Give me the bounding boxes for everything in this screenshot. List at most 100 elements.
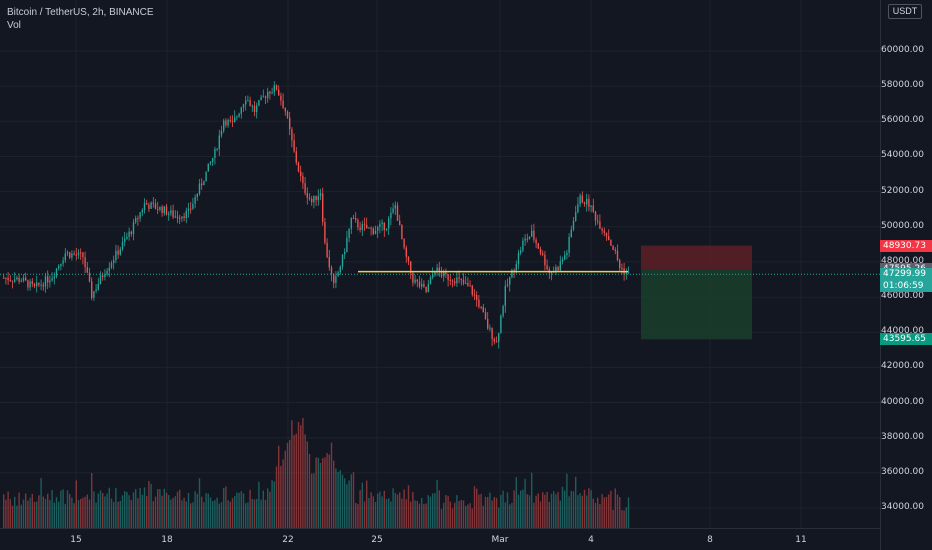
volume-bar [610,490,612,528]
candle-body [289,117,291,130]
candle-body [121,241,124,250]
volume-bar [242,493,245,528]
volume-bar [412,491,414,528]
volume-bar [137,498,139,528]
volume-bar [286,442,289,528]
candle-body [473,294,476,296]
candle-body [489,327,491,329]
volume-bar [502,490,504,528]
volume-bar [91,473,93,528]
candle-body [460,278,462,280]
candle-body [229,119,231,121]
volume-bar [383,490,385,528]
volume-bar [267,488,269,528]
volume-bar [170,499,172,528]
volume-bar [399,492,401,528]
symbol-title[interactable]: Bitcoin / TetherUS, 2h, BINANCE [7,7,154,18]
volume-bar [599,503,601,528]
candle-body [515,264,517,272]
candle-body [163,206,165,214]
candle-body [434,272,436,275]
volume-bar [187,492,190,528]
volume-bar [583,489,586,528]
stop-price-label[interactable]: 48930.73 [880,239,932,252]
volume-bars [3,417,630,528]
candle-body [370,227,372,229]
volume-bar [152,501,154,528]
volume-bar [590,490,592,528]
candle-body [29,281,31,288]
volume-bar [478,494,480,528]
candle-body [174,216,176,218]
volume-bar [229,501,231,528]
candle-body [509,277,511,285]
volume-bar [295,433,297,528]
volume-bar [161,495,163,528]
volume-bar [346,484,348,528]
volume-bar [163,488,165,528]
volume-bar [372,496,374,528]
volume-bar [16,505,18,528]
candle-body [132,222,135,234]
volume-legend[interactable]: Vol [7,20,21,31]
volume-bar [359,490,361,528]
volume-bar [531,472,533,528]
price-tick-label: 54000.00 [881,150,924,161]
candle-body [462,279,465,284]
candle-body [524,238,526,241]
candle-body [605,232,608,237]
candle-body [260,96,262,101]
candle-body [506,284,509,286]
volume-bar [205,493,207,528]
candle-body [454,281,456,284]
candle-body [196,193,198,197]
volume-bar [548,501,550,528]
candle-body [126,236,128,239]
candle-body [49,280,51,283]
chart-legend[interactable]: Bitcoin / TetherUS, 2h, BINANCE Vol [7,6,154,32]
volume-bar [355,502,357,528]
volume-bar [520,490,522,528]
volume-bar [603,497,605,528]
volume-bar [203,502,205,528]
volume-bar [231,498,234,528]
candle-body [238,113,240,117]
volume-bar [58,501,60,528]
candle-body [27,280,29,288]
volume-bar [612,509,614,528]
candle-body [269,91,271,94]
position-zones[interactable] [641,245,752,340]
candle-body [625,272,627,275]
volume-bar [49,499,51,528]
volume-bar [526,494,528,528]
volume-bar [454,502,456,528]
volume-bar [377,493,379,528]
take-profit-zone[interactable] [641,269,752,340]
candle-body [546,265,548,270]
volume-bar [335,468,337,528]
candle-body [416,279,418,282]
price-tick-label: 38000.00 [881,431,924,442]
candle-body [80,252,82,254]
volume-bar [198,478,201,528]
candle-body [141,209,143,213]
volume-bar [168,495,170,528]
stop-loss-zone[interactable] [641,245,752,270]
candle-body [62,260,64,264]
volume-bar [262,490,264,528]
candle-body [482,307,484,313]
candle-body [273,85,275,93]
currency-button[interactable]: USDT [888,4,922,19]
volume-bar [586,495,588,528]
candle-body [385,228,388,231]
candle-body [297,162,300,172]
target-price-label[interactable]: 43595.65 [880,333,932,346]
candle-body [262,96,264,98]
volume-bar [458,501,460,528]
candle-body [218,135,220,149]
candle-body [425,286,427,292]
last-price-label[interactable]: 47299.99 [880,268,932,281]
volume-bar [511,502,513,528]
candle-body [469,285,471,287]
